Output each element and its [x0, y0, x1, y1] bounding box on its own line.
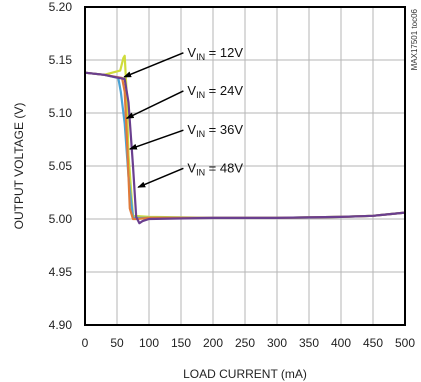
y-tick-label: 5.00	[49, 212, 73, 226]
y-tick-label: 4.90	[49, 318, 73, 332]
x-tick-label: 150	[171, 336, 191, 350]
x-tick-label: 200	[203, 336, 223, 350]
annotation-label: VIN = 48V	[187, 160, 243, 177]
x-tick-label: 400	[331, 336, 351, 350]
annotation-arrow	[125, 90, 184, 119]
series-line-4	[84, 71, 406, 225]
watermark-label: MAX17501 toc06	[410, 8, 419, 70]
y-tick-label: 5.15	[49, 53, 73, 67]
y-tick-label: 4.95	[49, 265, 73, 279]
x-axis-label: LOAD CURRENT (mA)	[183, 367, 307, 381]
x-tick-label: 350	[299, 336, 319, 350]
annotation-arrow	[137, 167, 184, 188]
x-tick-label: 0	[82, 336, 89, 350]
x-tick-label: 50	[110, 336, 124, 350]
x-tick-label: 100	[139, 336, 159, 350]
y-tick-label: 5.20	[49, 0, 73, 14]
x-tick-label: 300	[267, 336, 287, 350]
annotations: VIN = 12V VIN = 24V VIN = 36V VIN = 48V	[123, 45, 243, 188]
x-tick-label: 250	[235, 336, 255, 350]
annotation-label: VIN = 12V	[187, 45, 243, 62]
x-tick-label: 500	[395, 336, 415, 350]
y-tick-label: 5.05	[49, 159, 73, 173]
annotation-label: VIN = 36V	[187, 122, 243, 139]
series-lines	[84, 54, 406, 225]
x-tick-label: 450	[363, 336, 383, 350]
annotation-arrow	[123, 52, 184, 78]
x-tick-labels: 0 50 100 150 200 250 300 350 400 450 500	[82, 336, 416, 350]
y-tick-label: 5.10	[49, 106, 73, 120]
annotation-label: VIN = 24V	[187, 83, 243, 100]
annotation-arrow	[128, 129, 184, 150]
plot-frame	[84, 6, 406, 326]
y-tick-labels: 5.20 5.15 5.10 5.05 5.00 4.95 4.90	[49, 0, 73, 332]
y-axis-label: OUTPUT VOLTAGE (V)	[12, 103, 26, 230]
